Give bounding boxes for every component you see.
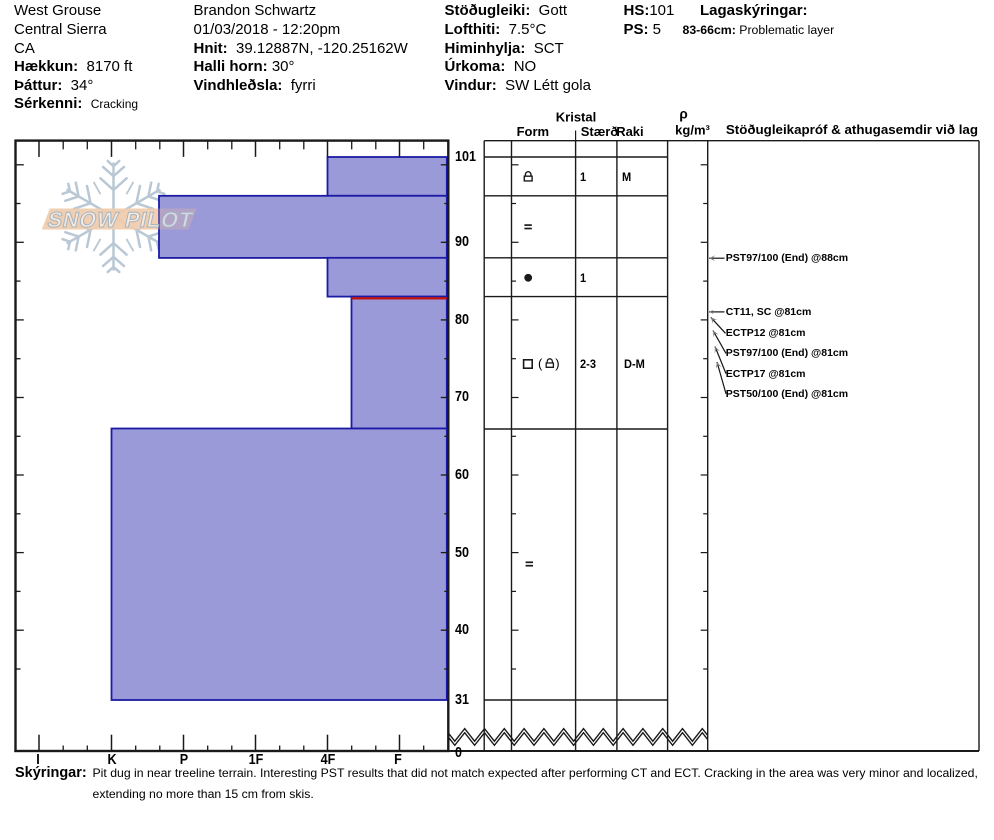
- svg-text:SNOW PILOT: SNOW PILOT: [45, 207, 195, 232]
